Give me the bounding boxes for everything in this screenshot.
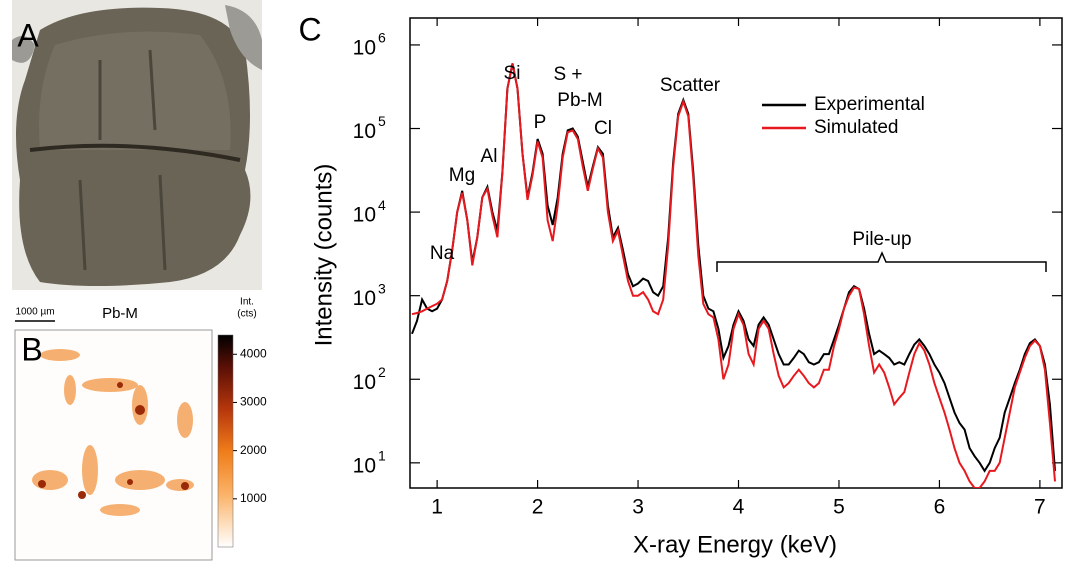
y-tick-label: 10 (353, 36, 376, 59)
panel-label: C (298, 11, 321, 47)
x-tick-label: 3 (632, 496, 644, 519)
colorbar-tick-label: 4000 (240, 346, 267, 360)
bracket (716, 251, 1047, 272)
y-tick-label: 10 (353, 454, 376, 477)
y-tick-exponent: 1 (378, 448, 386, 464)
x-tick-label: 2 (532, 496, 544, 519)
line-series (411, 63, 1056, 488)
colorbar-label: (cts) (237, 309, 256, 320)
panel-label: A (17, 17, 39, 53)
x-tick-label: 5 (833, 496, 845, 519)
annotation: Pb-M (557, 90, 602, 111)
map-b: 1000 µm Pb-M Int. (cts) (14, 297, 257, 561)
annotation: Cl (594, 118, 612, 139)
y-tick-exponent: 5 (378, 113, 386, 129)
annotation: Na (430, 243, 455, 264)
annotation: Mg (449, 165, 475, 186)
x-tick-label: 1 (431, 496, 443, 519)
y-tick-label: 10 (353, 287, 376, 310)
plot-frame (409, 17, 1063, 489)
x-tick-label: 6 (934, 496, 946, 519)
x-tick-label: 4 (733, 496, 745, 519)
legend-label: Experimental (814, 94, 925, 115)
y-tick-label: 10 (353, 120, 376, 143)
colorbar-tick-label: 2000 (240, 443, 267, 457)
y-axis-label: Intensity (counts) (310, 164, 337, 347)
panel-label: B (21, 331, 42, 367)
photo-a (12, 0, 262, 290)
y-tick-label: 10 (353, 204, 376, 227)
x-tick-label: 7 (1034, 496, 1046, 519)
annotation: P (534, 112, 547, 133)
map-title: Pb-M (102, 305, 138, 322)
annotation: Scatter (660, 75, 721, 96)
legend-label: Simulated (814, 117, 899, 138)
colorbar-tick-label: 3000 (240, 395, 267, 409)
y-tick-exponent: 2 (378, 364, 386, 380)
line-series (411, 63, 1056, 473)
scale-bar-label: 1000 µm (15, 307, 54, 318)
y-tick-label: 10 (353, 371, 376, 394)
colorbar-label: Int. (240, 297, 254, 308)
y-tick-exponent: 6 (378, 30, 386, 46)
x-axis-label: X-ray Energy (keV) (633, 531, 837, 558)
annotation: Pile-up (852, 229, 911, 250)
y-tick-exponent: 4 (378, 197, 386, 213)
y-tick-exponent: 3 (378, 280, 386, 296)
annotation: Si (504, 63, 521, 84)
annotation: Al (481, 146, 498, 167)
annotation: S + (553, 64, 582, 85)
colorbar-tick-label: 1000 (240, 491, 267, 505)
plot-area (411, 63, 1056, 488)
